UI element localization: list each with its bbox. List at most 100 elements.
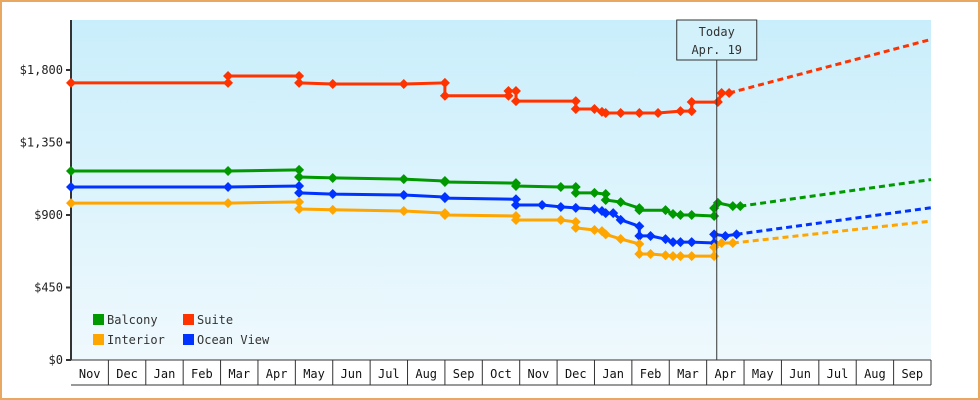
- data-point[interactable]: [675, 210, 686, 220]
- data-point[interactable]: [294, 181, 305, 191]
- data-point[interactable]: [724, 88, 735, 99]
- data-point[interactable]: [537, 200, 548, 211]
- data-point[interactable]: [634, 248, 645, 259]
- data-point[interactable]: [634, 205, 645, 216]
- data-point[interactable]: [223, 70, 234, 81]
- data-point[interactable]: [66, 181, 76, 192]
- data-point[interactable]: [589, 204, 600, 215]
- data-point[interactable]: [223, 166, 234, 177]
- data-point[interactable]: [398, 190, 409, 201]
- data-point[interactable]: [327, 79, 338, 90]
- data-point[interactable]: [570, 181, 581, 192]
- legend-label[interactable]: Ocean View: [197, 333, 270, 347]
- data-point[interactable]: [570, 216, 581, 227]
- data-point[interactable]: [510, 85, 521, 96]
- data-point[interactable]: [727, 238, 738, 249]
- data-point[interactable]: [398, 79, 409, 90]
- data-point[interactable]: [570, 103, 581, 114]
- data-point[interactable]: [615, 234, 626, 245]
- data-point[interactable]: [634, 230, 645, 241]
- data-point[interactable]: [660, 250, 671, 261]
- data-point[interactable]: [570, 222, 581, 233]
- data-point[interactable]: [600, 229, 611, 240]
- data-point[interactable]: [589, 187, 600, 198]
- data-point[interactable]: [398, 174, 409, 185]
- data-point[interactable]: [600, 189, 611, 200]
- data-point[interactable]: [686, 106, 697, 117]
- data-point[interactable]: [294, 187, 305, 198]
- data-point[interactable]: [668, 251, 678, 262]
- data-point[interactable]: [294, 204, 305, 215]
- data-point[interactable]: [439, 90, 450, 101]
- data-point[interactable]: [439, 193, 450, 204]
- data-point[interactable]: [615, 108, 626, 119]
- data-point[interactable]: [294, 171, 305, 182]
- data-point[interactable]: [570, 187, 581, 198]
- data-point[interactable]: [615, 197, 626, 208]
- data-point[interactable]: [510, 194, 521, 205]
- data-point[interactable]: [675, 237, 686, 248]
- data-point[interactable]: [555, 181, 566, 192]
- data-point[interactable]: [600, 208, 611, 219]
- data-point[interactable]: [294, 196, 305, 207]
- data-point[interactable]: [223, 198, 234, 209]
- data-point[interactable]: [223, 181, 234, 192]
- data-point[interactable]: [503, 85, 514, 96]
- data-point[interactable]: [439, 77, 450, 88]
- data-point[interactable]: [634, 108, 645, 119]
- data-point[interactable]: [731, 229, 742, 240]
- data-point[interactable]: [686, 251, 697, 262]
- data-point[interactable]: [439, 176, 450, 187]
- data-point[interactable]: [716, 238, 727, 249]
- data-point[interactable]: [294, 70, 305, 81]
- data-point[interactable]: [712, 197, 723, 208]
- data-point[interactable]: [634, 239, 645, 249]
- data-point[interactable]: [223, 77, 234, 88]
- data-point[interactable]: [66, 77, 76, 88]
- data-point[interactable]: [686, 237, 697, 248]
- data-point[interactable]: [570, 202, 581, 213]
- data-point[interactable]: [439, 210, 450, 220]
- data-point[interactable]: [327, 204, 338, 215]
- data-point[interactable]: [686, 210, 697, 220]
- data-point[interactable]: [294, 77, 305, 88]
- data-point[interactable]: [570, 96, 581, 107]
- data-point[interactable]: [600, 108, 611, 119]
- data-point[interactable]: [589, 224, 600, 235]
- data-point[interactable]: [716, 88, 727, 99]
- data-point[interactable]: [660, 234, 671, 245]
- data-point[interactable]: [686, 97, 697, 108]
- legend-label[interactable]: Balcony: [107, 313, 158, 327]
- data-point[interactable]: [675, 106, 686, 117]
- data-point[interactable]: [555, 201, 566, 212]
- data-point[interactable]: [327, 172, 338, 183]
- data-point[interactable]: [668, 209, 678, 220]
- data-point[interactable]: [589, 103, 600, 114]
- data-point[interactable]: [735, 201, 746, 212]
- data-point[interactable]: [66, 198, 76, 209]
- data-point[interactable]: [327, 189, 338, 200]
- data-point[interactable]: [668, 237, 678, 248]
- data-point[interactable]: [675, 251, 686, 262]
- data-point[interactable]: [712, 97, 723, 108]
- data-point[interactable]: [615, 214, 626, 225]
- data-point[interactable]: [294, 164, 305, 175]
- data-point[interactable]: [653, 108, 664, 119]
- data-point[interactable]: [645, 230, 656, 241]
- data-point[interactable]: [510, 181, 521, 191]
- data-point[interactable]: [510, 214, 521, 225]
- data-point[interactable]: [608, 208, 619, 219]
- data-point[interactable]: [510, 200, 521, 211]
- data-point[interactable]: [600, 195, 611, 206]
- data-point[interactable]: [510, 96, 521, 107]
- legend-label[interactable]: Interior: [107, 333, 165, 347]
- data-point[interactable]: [66, 166, 76, 177]
- data-point[interactable]: [727, 201, 738, 212]
- data-point[interactable]: [555, 214, 566, 225]
- data-point[interactable]: [720, 230, 731, 241]
- legend-label[interactable]: Suite: [197, 313, 233, 327]
- data-point[interactable]: [398, 205, 409, 216]
- data-point[interactable]: [634, 221, 645, 232]
- data-point[interactable]: [660, 205, 671, 216]
- data-point[interactable]: [645, 248, 656, 259]
